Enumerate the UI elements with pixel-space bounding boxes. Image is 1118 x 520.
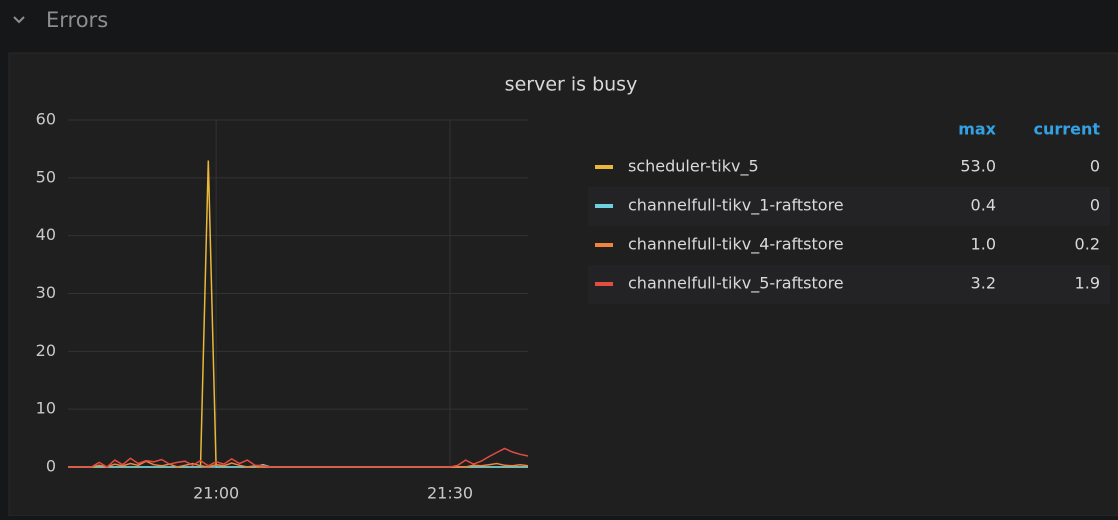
legend-value: 1.0 (971, 235, 996, 254)
legend-column-header: current (1033, 120, 1100, 139)
legend: max current scheduler-tikv_5 53.0 0 channelfu… (588, 120, 1110, 304)
legend-value: 3.2 (971, 274, 996, 293)
y-tick-label: 60 (36, 110, 56, 129)
legend-swatch (595, 243, 613, 247)
plot: 0 10 20 30 40 50 60 21:00 21:30 (36, 110, 529, 503)
y-tick-label: 50 (36, 167, 56, 186)
legend-swatch (595, 282, 613, 286)
legend-value: 0 (1090, 196, 1100, 215)
x-tick-label: 21:30 (427, 484, 473, 503)
legend-label: channelfull-tikv_1-raftstore (628, 196, 844, 216)
legend-swatch (595, 165, 613, 169)
legend-label: channelfull-tikv_5-raftstore (628, 274, 844, 294)
y-tick-label: 40 (36, 225, 56, 244)
y-tick-label: 30 (36, 283, 56, 302)
collapse-chevron[interactable] (13, 16, 25, 24)
legend-row-bg (588, 265, 1110, 304)
legend-value: 53.0 (960, 157, 996, 176)
legend-swatch (595, 204, 613, 208)
legend-value: 0.4 (971, 196, 996, 215)
legend-value: 1.9 (1075, 274, 1100, 293)
series-line (68, 447, 529, 468)
legend-column-header: max (958, 120, 996, 139)
y-tick-label: 10 (36, 399, 56, 418)
legend-label: scheduler-tikv_5 (628, 157, 759, 177)
row-title[interactable]: Errors (46, 8, 108, 32)
panel-title[interactable]: server is busy (505, 74, 638, 96)
legend-value: 0 (1090, 157, 1100, 176)
legend-row-bg (588, 187, 1110, 226)
legend-label: channelfull-tikv_4-raftstore (628, 235, 844, 255)
y-tick-label: 0 (46, 457, 56, 476)
legend-value: 0.2 (1075, 235, 1100, 254)
y-tick-label: 20 (36, 341, 56, 360)
x-tick-label: 21:00 (193, 484, 239, 503)
